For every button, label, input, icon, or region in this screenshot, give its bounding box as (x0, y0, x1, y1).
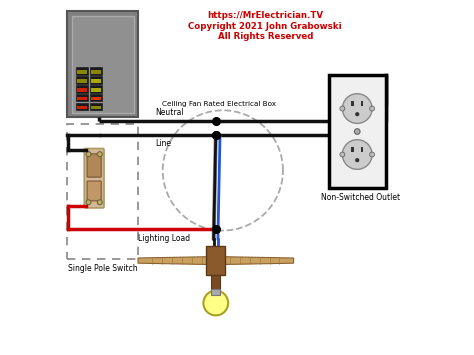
Bar (67, 11, 138, 118)
Bar (72, 16, 134, 113)
Bar (90, 85, 102, 93)
Bar (361, 101, 363, 106)
Text: Non-Switched Outlet: Non-Switched Outlet (321, 193, 401, 202)
FancyBboxPatch shape (87, 181, 101, 201)
Circle shape (355, 129, 360, 134)
Circle shape (355, 158, 359, 162)
Circle shape (86, 200, 91, 205)
Circle shape (86, 152, 91, 157)
Circle shape (342, 94, 372, 124)
Bar (77, 97, 87, 100)
Bar (91, 79, 101, 83)
Bar (211, 289, 220, 295)
Text: https://MrElectrician.TV
Copyright 2021 John Grabowski
All Rights Reserved: https://MrElectrician.TV Copyright 2021 … (189, 11, 342, 41)
Bar (77, 88, 87, 92)
Bar (76, 94, 88, 102)
Text: Single Pole Switch: Single Pole Switch (68, 264, 137, 273)
Bar (351, 101, 354, 106)
Polygon shape (224, 257, 293, 264)
Bar (90, 94, 102, 102)
Bar (76, 103, 88, 110)
Text: Ceiling Fan Rated Electrical Box: Ceiling Fan Rated Electrical Box (162, 101, 276, 107)
Bar (91, 70, 101, 74)
Text: Line: Line (155, 138, 172, 148)
Bar (76, 67, 88, 75)
Bar (76, 85, 88, 93)
Bar (351, 147, 354, 152)
Circle shape (97, 200, 102, 205)
Bar (91, 106, 101, 109)
Bar (90, 76, 102, 84)
Bar (76, 76, 88, 84)
Bar (77, 70, 87, 74)
Circle shape (370, 106, 374, 111)
Circle shape (340, 152, 345, 157)
Bar (90, 103, 102, 110)
Bar (91, 88, 101, 92)
FancyBboxPatch shape (84, 148, 104, 208)
Bar (90, 67, 102, 75)
Bar (329, 75, 385, 188)
Bar (211, 275, 220, 289)
Circle shape (203, 291, 228, 315)
Bar (77, 106, 87, 109)
Text: Lighting Load: Lighting Load (138, 234, 190, 243)
Bar (91, 97, 101, 100)
Bar (77, 79, 87, 83)
FancyBboxPatch shape (206, 246, 225, 275)
Circle shape (355, 112, 359, 116)
Circle shape (342, 140, 372, 169)
Polygon shape (138, 257, 208, 264)
Bar (67, 125, 138, 259)
FancyBboxPatch shape (87, 154, 101, 177)
Circle shape (97, 152, 102, 157)
Text: Neutral: Neutral (155, 108, 184, 118)
Circle shape (340, 106, 345, 111)
Bar (361, 147, 363, 152)
Circle shape (370, 152, 374, 157)
